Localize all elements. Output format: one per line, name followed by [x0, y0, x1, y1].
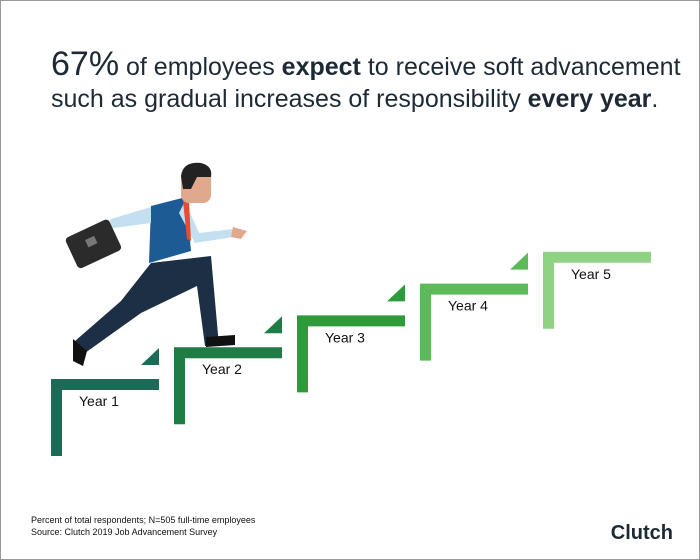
step-arrow — [510, 252, 528, 270]
step-label: Year 1 — [79, 393, 119, 409]
text: to receive soft advancement — [367, 53, 681, 81]
step-arrow — [387, 284, 405, 302]
step — [51, 379, 159, 456]
text: of employees — [126, 53, 275, 81]
person — [65, 162, 247, 366]
stat: 67% — [51, 45, 120, 83]
text: . — [651, 85, 659, 113]
step-label: Year 2 — [202, 361, 242, 377]
step-label: Year 3 — [325, 329, 365, 345]
step-arrow — [141, 348, 159, 365]
footer-source: Source: Clutch 2019 Job Advancement Surv… — [31, 527, 218, 537]
step-label: Year 4 — [448, 298, 488, 314]
text: such as gradual increases of responsibil… — [51, 85, 521, 113]
brand-logo: Clutch — [611, 522, 673, 544]
text-bold: every year — [527, 85, 652, 113]
step — [297, 315, 405, 393]
step — [420, 283, 528, 361]
step-arrow — [264, 316, 282, 334]
step — [543, 251, 651, 329]
step — [174, 347, 282, 425]
text-bold: expect — [281, 53, 361, 81]
headline-line-2: such as gradual increases of responsibil… — [51, 85, 658, 114]
headline-line-1: 67% of employees expect to receive soft … — [51, 45, 681, 84]
step-label: Year 5 — [571, 266, 611, 282]
footer-note: Percent of total respondents; N=505 full… — [31, 515, 256, 525]
